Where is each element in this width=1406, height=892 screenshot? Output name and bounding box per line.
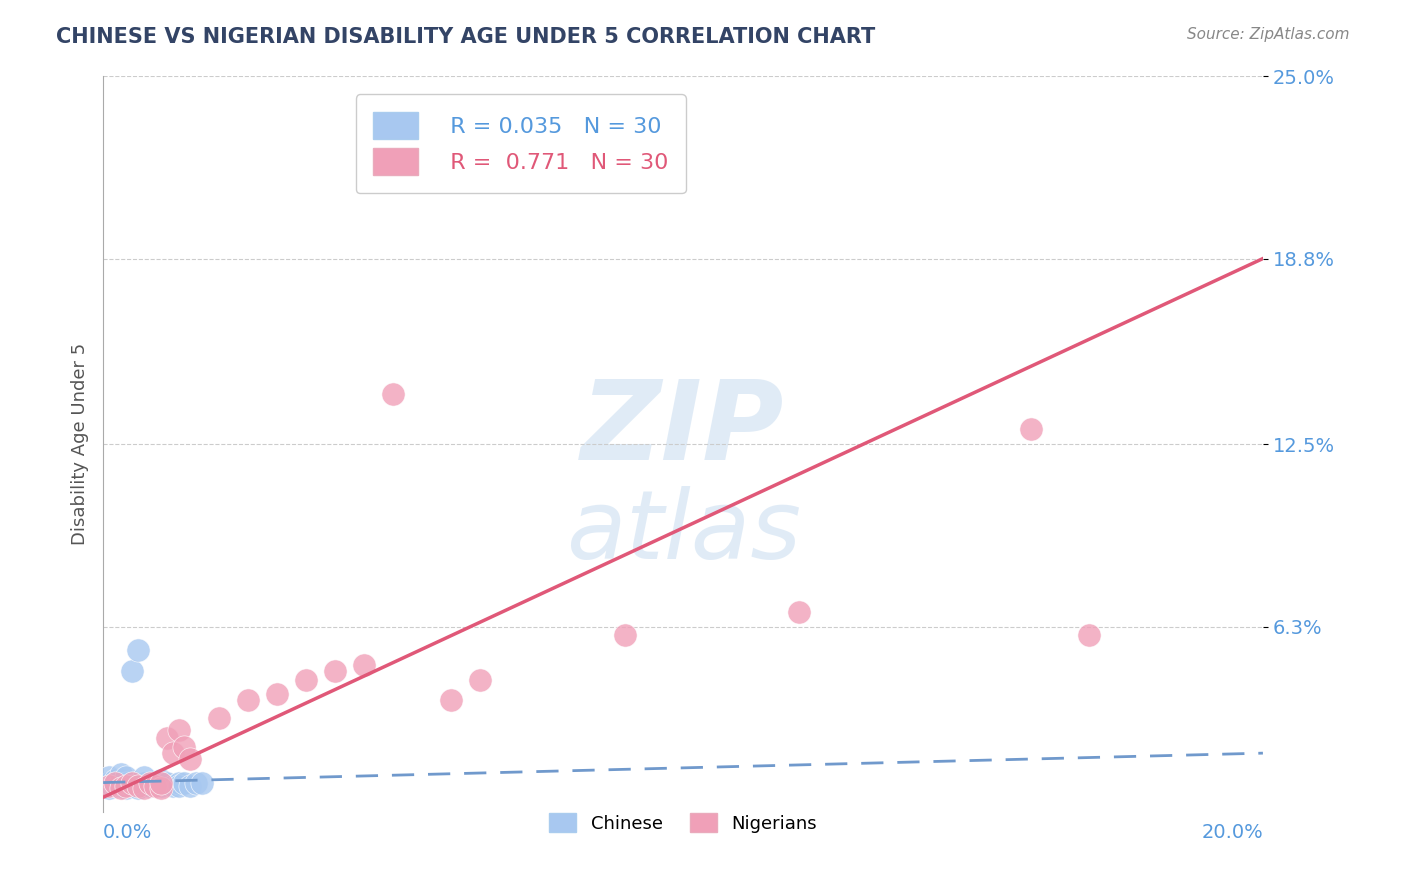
- Point: [167, 779, 190, 793]
- Point: [110, 766, 132, 780]
- Text: 0.0%: 0.0%: [103, 823, 152, 842]
- Point: [190, 775, 212, 789]
- Point: [150, 781, 173, 796]
- Point: [132, 775, 155, 789]
- Point: [104, 779, 127, 793]
- Point: [156, 775, 179, 789]
- Point: [115, 781, 138, 796]
- Point: [104, 772, 127, 787]
- Point: [97, 781, 120, 796]
- Point: [150, 779, 173, 793]
- Point: [143, 779, 166, 793]
- Point: [132, 770, 155, 784]
- Point: [266, 687, 288, 701]
- Text: atlas: atlas: [565, 486, 800, 579]
- Y-axis label: Disability Age Under 5: Disability Age Under 5: [72, 343, 89, 545]
- Point: [184, 775, 207, 789]
- Point: [179, 779, 201, 793]
- Point: [614, 628, 637, 642]
- Legend: Chinese, Nigerians: Chinese, Nigerians: [541, 806, 824, 839]
- Point: [110, 779, 132, 793]
- Point: [97, 779, 120, 793]
- Point: [110, 781, 132, 796]
- Point: [173, 740, 195, 755]
- Point: [787, 605, 810, 619]
- Text: CHINESE VS NIGERIAN DISABILITY AGE UNDER 5 CORRELATION CHART: CHINESE VS NIGERIAN DISABILITY AGE UNDER…: [56, 27, 876, 46]
- Point: [236, 693, 259, 707]
- Point: [167, 723, 190, 737]
- Point: [97, 770, 120, 784]
- Point: [104, 775, 127, 789]
- Point: [208, 711, 231, 725]
- Point: [173, 775, 195, 789]
- Text: Source: ZipAtlas.com: Source: ZipAtlas.com: [1187, 27, 1350, 42]
- Point: [468, 673, 491, 687]
- Point: [1019, 422, 1042, 436]
- Point: [115, 779, 138, 793]
- Point: [115, 775, 138, 789]
- Point: [382, 387, 405, 401]
- Point: [138, 779, 160, 793]
- Point: [143, 775, 166, 789]
- Text: ZIP: ZIP: [581, 376, 785, 483]
- Point: [104, 775, 127, 789]
- Point: [115, 770, 138, 784]
- Point: [138, 775, 160, 789]
- Point: [121, 664, 143, 678]
- Point: [156, 731, 179, 746]
- Point: [1077, 628, 1099, 642]
- Text: 20.0%: 20.0%: [1201, 823, 1263, 842]
- Point: [323, 664, 346, 678]
- Point: [353, 657, 375, 672]
- Point: [179, 752, 201, 766]
- Point: [295, 673, 318, 687]
- Point: [162, 746, 184, 760]
- Point: [1368, 186, 1391, 201]
- Point: [440, 693, 463, 707]
- Point: [121, 779, 143, 793]
- Point: [167, 775, 190, 789]
- Point: [162, 779, 184, 793]
- Point: [121, 775, 143, 789]
- Point: [127, 643, 149, 657]
- Point: [97, 775, 120, 789]
- Point: [127, 781, 149, 796]
- Point: [150, 775, 173, 789]
- Point: [110, 772, 132, 787]
- Point: [132, 781, 155, 796]
- Point: [127, 779, 149, 793]
- Point: [150, 772, 173, 787]
